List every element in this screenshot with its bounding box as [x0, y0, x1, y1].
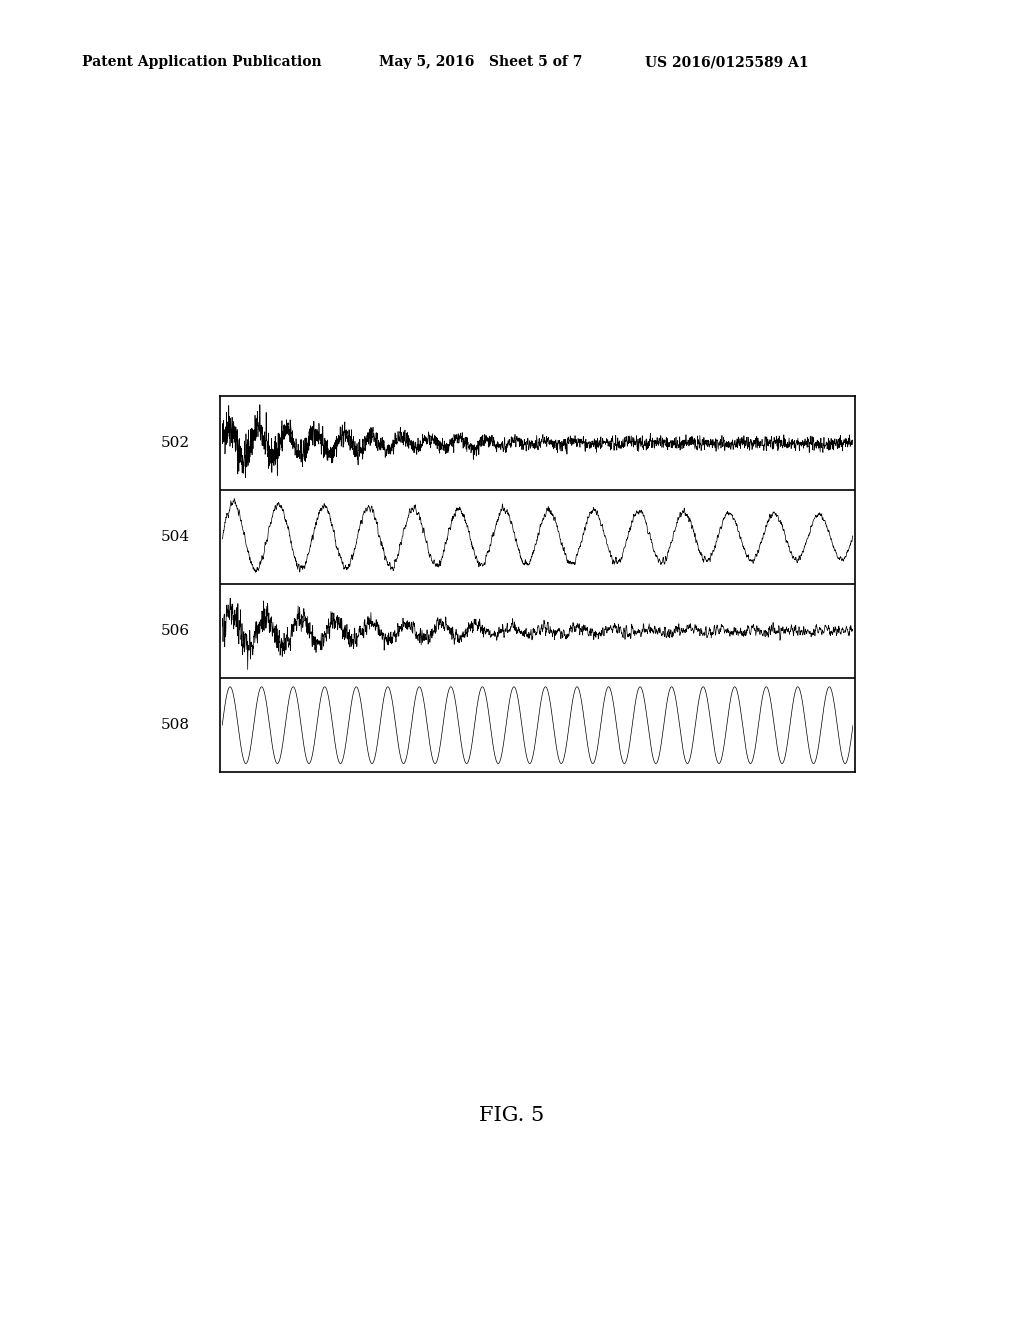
Text: Patent Application Publication: Patent Application Publication [82, 55, 322, 70]
Text: 504: 504 [161, 531, 189, 544]
Text: 502: 502 [161, 436, 189, 450]
Text: 508: 508 [161, 718, 189, 733]
Text: US 2016/0125589 A1: US 2016/0125589 A1 [645, 55, 809, 70]
Text: 506: 506 [161, 624, 189, 638]
Text: May 5, 2016   Sheet 5 of 7: May 5, 2016 Sheet 5 of 7 [379, 55, 583, 70]
Text: FIG. 5: FIG. 5 [479, 1106, 545, 1125]
